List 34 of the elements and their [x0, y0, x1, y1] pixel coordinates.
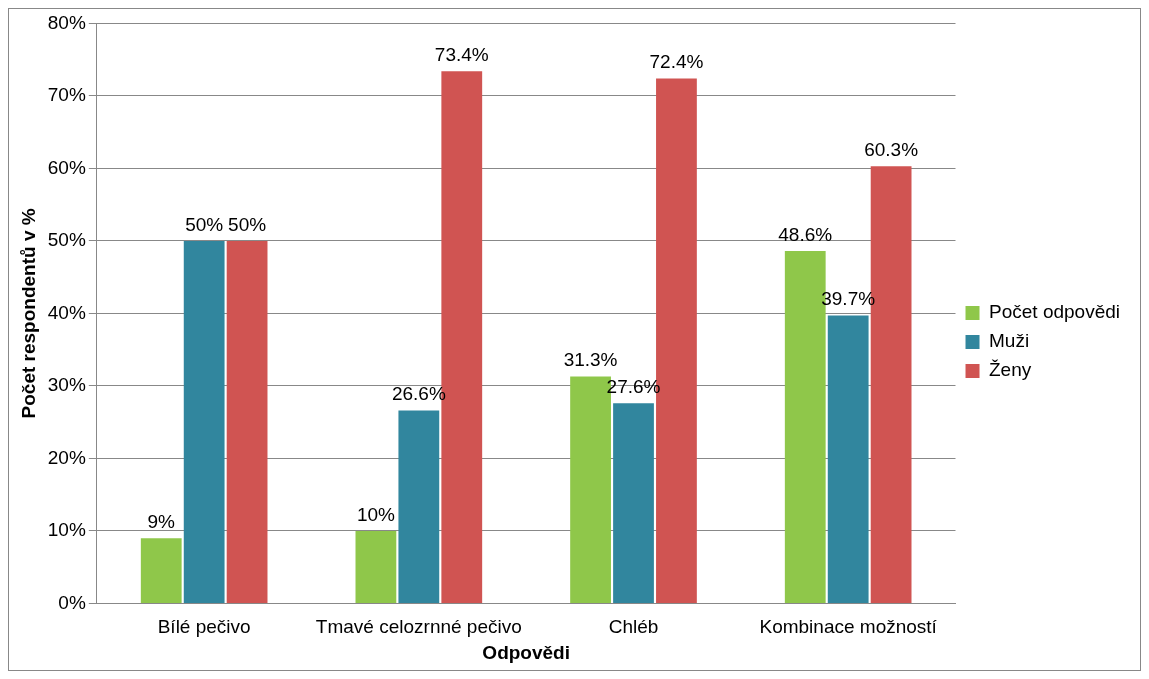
data-label: 50% — [185, 213, 224, 235]
data-label: 72.4% — [649, 51, 704, 73]
bar — [140, 538, 182, 603]
y-tick-label: 0% — [58, 591, 86, 613]
data-label: 31.3% — [563, 349, 618, 371]
legend-label: Ženy — [989, 359, 1032, 381]
data-label: 60.3% — [864, 138, 919, 160]
legend-label: Počet odpovědi — [989, 301, 1121, 323]
x-tick-label: Chléb — [608, 616, 659, 638]
x-axis-title: Odpovědi — [482, 641, 570, 663]
y-axis-title: Počet respondentů v % — [17, 208, 39, 419]
bar — [226, 240, 268, 603]
x-tick-label: Tmavé celozrnné pečivo — [315, 616, 522, 638]
y-tick-label: 50% — [47, 229, 86, 251]
data-label: 10% — [356, 503, 396, 525]
x-tick-label: Bílé pečivo — [157, 616, 251, 638]
data-label: 50% — [228, 213, 267, 235]
bar — [183, 240, 225, 603]
y-tick-label: 80% — [47, 11, 86, 33]
y-tick-label: 70% — [47, 84, 86, 106]
x-tick-label: Kombinace možností — [759, 616, 938, 638]
bar — [613, 403, 654, 603]
y-tick-label: 10% — [47, 519, 86, 541]
bar — [827, 315, 869, 603]
bar — [398, 410, 440, 603]
legend-label: Muži — [989, 330, 1030, 352]
data-label: 9% — [147, 510, 176, 532]
y-tick-label: 40% — [47, 301, 86, 323]
y-tick-label: 60% — [47, 156, 86, 178]
data-label: 48.6% — [778, 223, 833, 245]
bar — [355, 530, 397, 603]
y-tick-label: 30% — [47, 374, 86, 396]
y-tick-label: 20% — [47, 446, 86, 468]
data-label: 73.4% — [434, 43, 489, 65]
